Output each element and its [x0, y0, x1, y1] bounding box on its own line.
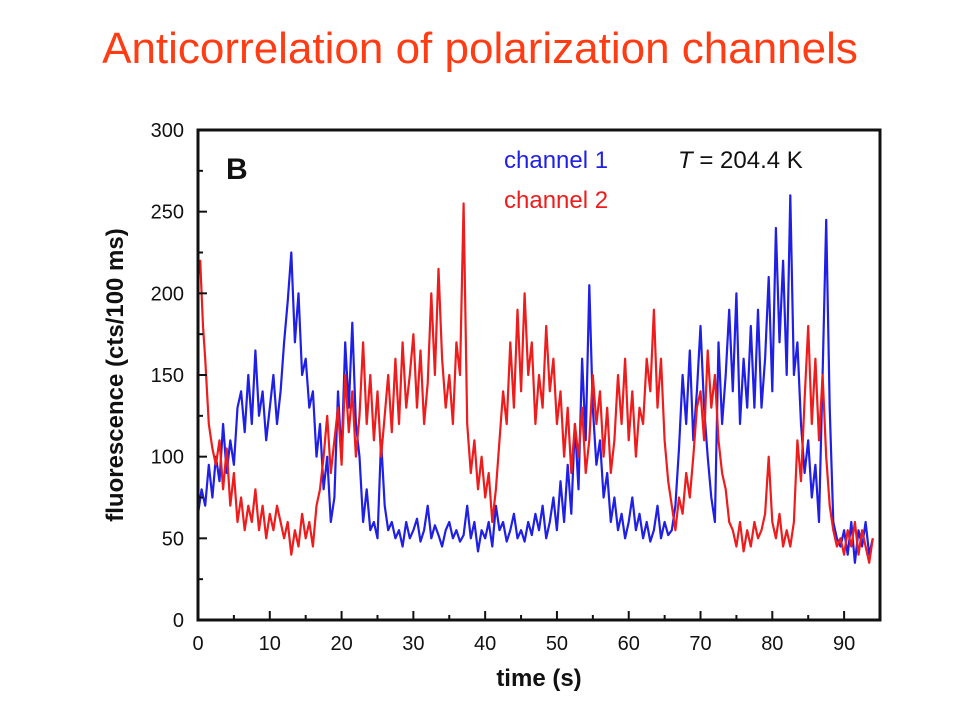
y-axis-title: fluorescence (cts/100 ms)	[102, 228, 129, 521]
y-tick-label: 300	[151, 120, 184, 142]
slide-title: Anticorrelation of polarization channels	[102, 24, 858, 73]
series-line-channel-2	[196, 202, 874, 564]
x-tick-label: 70	[689, 633, 711, 655]
series-line-channel-1	[196, 194, 874, 564]
panel-label: B	[226, 153, 248, 186]
x-tick-label: 20	[330, 633, 352, 655]
temperature-symbol: T	[678, 147, 695, 174]
y-tick-label: 250	[151, 202, 184, 224]
x-tick-label: 10	[259, 633, 281, 655]
x-tick-label: 80	[761, 633, 783, 655]
y-tick-label: 100	[151, 447, 184, 469]
x-tick-label: 40	[474, 633, 496, 655]
x-tick-label: 90	[833, 633, 855, 655]
y-axis-ticks: 0 50 100 150 200 250 300	[151, 120, 207, 632]
temperature-value: = 204.4 K	[693, 147, 803, 174]
x-tick-label: 0	[192, 633, 203, 655]
x-tick-label: 50	[546, 633, 568, 655]
x-tick-label: 30	[402, 633, 424, 655]
y-tick-label: 200	[151, 283, 184, 305]
x-tick-label: 60	[618, 633, 640, 655]
x-axis-ticks: 0 10 20 30 40 50 60 70 80 90	[192, 611, 881, 655]
temperature-annotation: T = 204.4 K	[678, 147, 803, 174]
legend-channel-1: channel 1	[504, 147, 608, 174]
legend-channel-2: channel 2	[504, 187, 608, 214]
x-axis-title: time (s)	[496, 665, 581, 692]
y-tick-label: 0	[173, 610, 184, 632]
series-layer	[196, 194, 874, 564]
y-tick-label: 150	[151, 365, 184, 387]
y-tick-label: 50	[162, 528, 184, 550]
